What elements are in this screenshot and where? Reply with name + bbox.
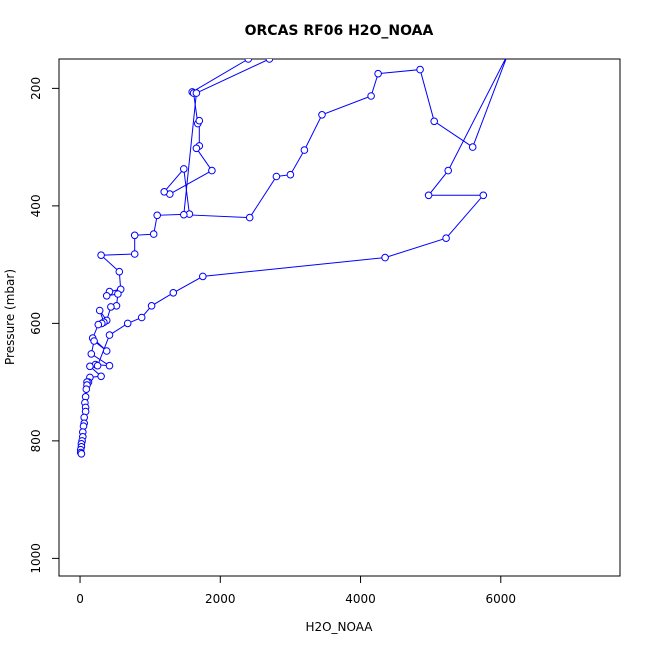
y-tick-label: 200 [29,77,43,100]
data-point [416,65,424,74]
series-lines [80,59,507,455]
x-tick-label: 0 [76,592,84,606]
y-tick-label: 1000 [29,543,43,574]
y-axis: 200 400 600 800 1000 [29,77,59,574]
data-point [479,191,488,200]
data-point [195,116,204,125]
data-point [86,362,94,371]
y-tick-label: 800 [29,429,43,452]
data-point [123,319,132,328]
chart-title: ORCAS RF06 H2O_NOAA [245,23,434,39]
data-point [130,231,139,240]
data-point [93,361,102,370]
data-point [77,450,86,458]
data-point [90,337,98,345]
data-point [180,165,188,173]
data-point [192,144,201,153]
data-point [374,69,382,78]
data-point [82,385,91,394]
data-point [286,170,295,179]
series-1-line [80,59,249,455]
series-points [76,51,512,458]
data-point [105,361,114,370]
x-axis-label: H2O_NOAA [305,620,373,634]
data-point [245,213,254,222]
data-point [192,89,201,97]
data-point [505,51,512,58]
data-point [244,59,253,63]
y-axis-label: Pressure (mbar) [3,269,17,365]
x-tick-label: 4000 [345,592,376,606]
data-point [272,172,281,181]
data-point [149,230,158,238]
data-point [130,250,139,258]
data-point [199,272,207,281]
data-point [153,211,161,220]
x-tick-label: 6000 [486,592,517,606]
data-point [169,289,178,297]
data-point [160,188,168,196]
data-point [147,302,156,310]
data-point [114,290,122,298]
data-point [102,292,111,300]
data-point [424,191,433,200]
x-tick-label: 2000 [205,592,236,606]
data-point [318,111,326,119]
data-point [265,59,274,63]
data-point [97,372,105,381]
data-point [430,117,439,126]
y-tick-label: 400 [29,194,43,217]
series-2-line [97,59,507,366]
data-point [102,347,111,355]
data-point [94,320,103,329]
data-point [208,166,216,175]
data-point [107,303,115,311]
data-point [444,166,453,175]
x-axis: 0 2000 4000 6000 [76,576,516,606]
data-point [180,210,188,219]
data-point [105,331,114,339]
data-point [87,350,96,358]
data-point [468,143,477,151]
y-tick-label: 600 [29,312,43,335]
data-point [137,313,146,322]
data-point [442,234,450,242]
data-point [97,251,105,259]
data-point [367,92,375,100]
plot-frame [58,58,621,577]
data-point [115,267,124,276]
data-point [300,146,309,154]
data-point [95,306,104,315]
data-point [381,253,389,262]
